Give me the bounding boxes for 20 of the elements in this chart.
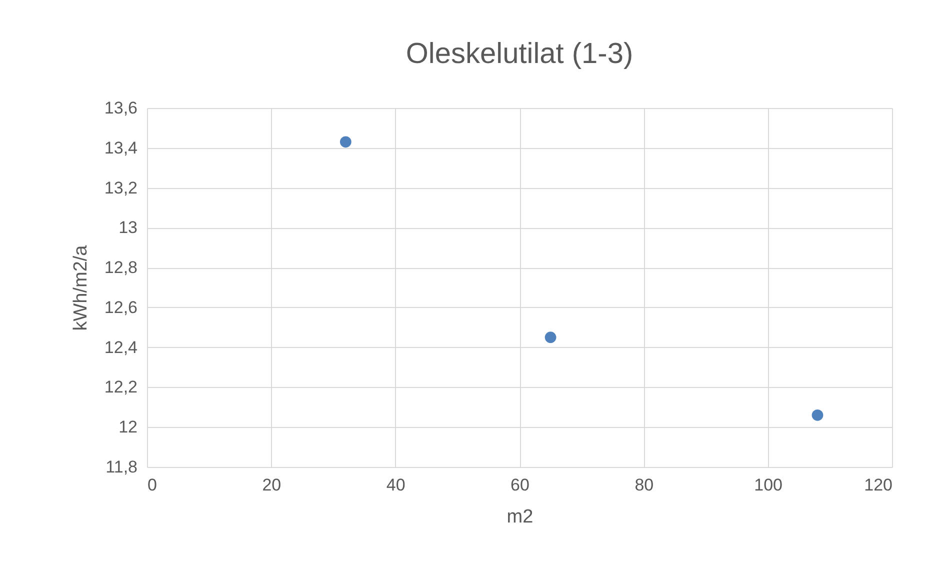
y-tick-label: 12,2 [104,378,138,397]
x-tick-label: 40 [386,476,406,494]
chart-title: Oleskelutilat (1-3) [406,38,634,70]
y-tick-label: 13 [118,218,138,238]
y-tick-label: 12,6 [104,298,138,317]
x-axis-title: m2 [506,506,534,528]
y-tick-label: 12,4 [104,338,138,357]
y-tick-label: 12,8 [104,258,138,278]
x-tick-label: 80 [634,476,654,494]
x-tick-label: 120 [864,476,892,494]
y-tick-label: 13,2 [104,178,138,198]
y-tick-label: 12 [118,418,138,437]
y-tick-label: 13,6 [104,98,138,118]
y-tick-label: 11,8 [106,458,138,476]
x-tick-label: 0 [148,476,157,494]
x-tick-label: 20 [262,476,282,494]
x-tick-label: 100 [754,476,783,494]
y-tick-label: 13,4 [104,138,138,158]
y-axis-title: kWh/m2/a [70,244,92,331]
x-tick-label: 60 [510,476,530,494]
